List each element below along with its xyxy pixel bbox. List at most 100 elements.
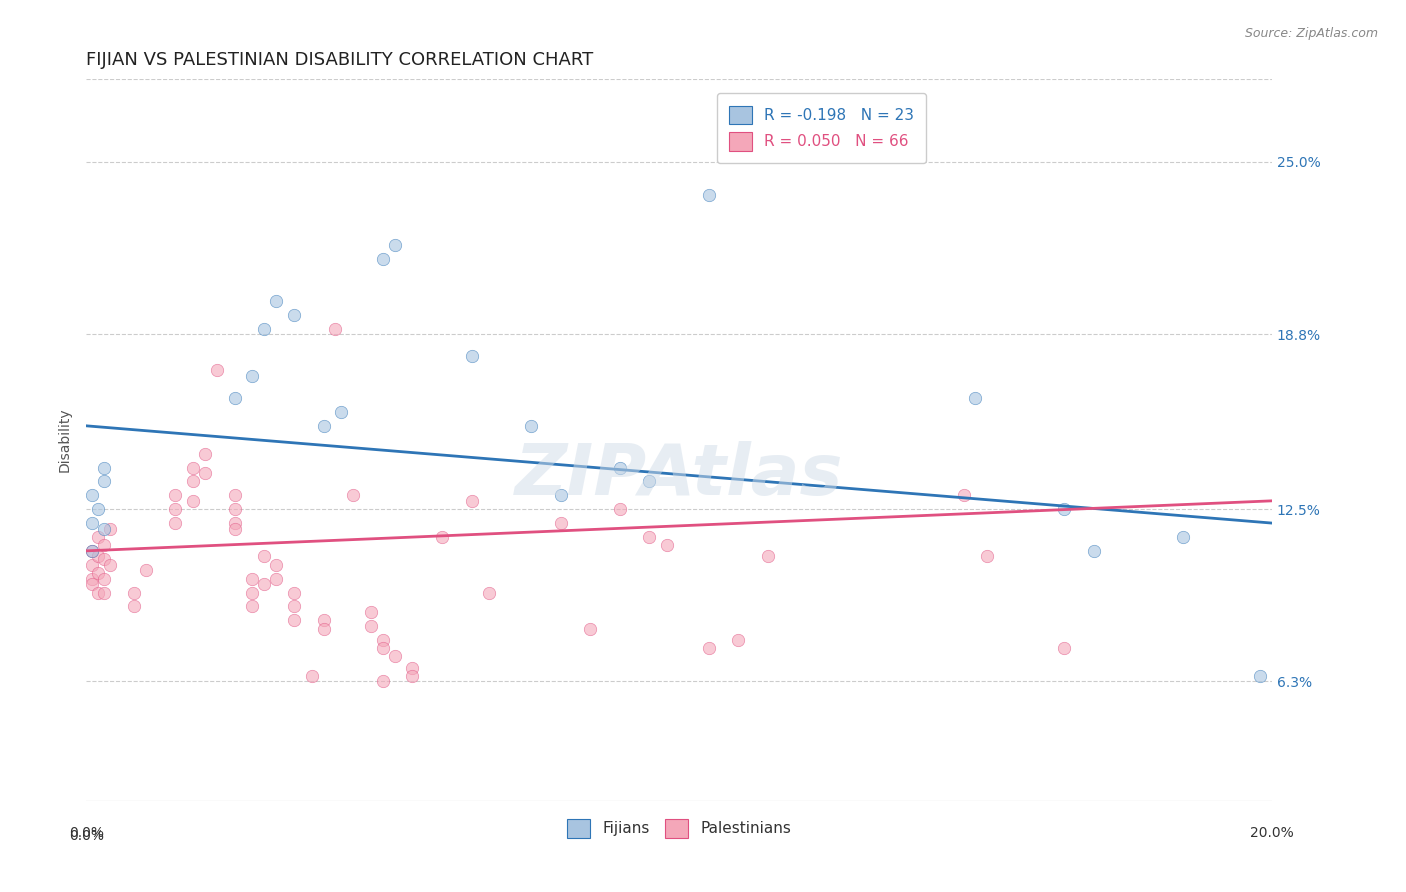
Point <box>165 488 187 502</box>
Point <box>264 293 287 308</box>
Point <box>224 488 246 502</box>
Point <box>430 530 453 544</box>
Point <box>312 613 335 627</box>
Point <box>609 460 631 475</box>
Point <box>98 558 121 572</box>
Point <box>371 641 394 656</box>
Point <box>253 577 276 591</box>
Point <box>1053 641 1076 656</box>
Point <box>384 649 406 664</box>
Point <box>283 599 305 614</box>
Point <box>82 577 104 591</box>
Point <box>181 493 204 508</box>
Point <box>224 522 246 536</box>
Point <box>87 530 110 544</box>
Point <box>253 549 276 564</box>
Point <box>460 493 482 508</box>
Point <box>976 549 998 564</box>
Point <box>224 516 246 530</box>
Point <box>82 516 104 530</box>
Point <box>82 544 104 558</box>
Point <box>371 252 394 267</box>
Point <box>727 632 749 647</box>
Point <box>520 418 543 433</box>
Point <box>460 350 482 364</box>
Point <box>194 447 217 461</box>
Point <box>360 619 382 633</box>
Point <box>952 488 974 502</box>
Point <box>1249 669 1271 683</box>
Point <box>384 238 406 252</box>
Point <box>609 502 631 516</box>
Point <box>87 502 110 516</box>
Point <box>93 572 115 586</box>
Point <box>165 516 187 530</box>
Point <box>283 585 305 599</box>
Point <box>135 563 157 577</box>
Point <box>401 669 423 683</box>
Point <box>756 549 779 564</box>
Point <box>371 674 394 689</box>
Point <box>264 572 287 586</box>
Point <box>93 552 115 566</box>
Point <box>165 502 187 516</box>
Point <box>82 558 104 572</box>
Point <box>253 321 276 335</box>
Point <box>264 558 287 572</box>
Point <box>550 516 572 530</box>
Point <box>205 363 228 377</box>
Point <box>1083 544 1105 558</box>
Point <box>181 460 204 475</box>
Point <box>224 502 246 516</box>
Point <box>82 544 104 558</box>
Point <box>657 538 679 552</box>
Text: Source: ZipAtlas.com: Source: ZipAtlas.com <box>1244 27 1378 40</box>
Text: 0.0%: 0.0% <box>69 826 104 840</box>
Point <box>697 641 720 656</box>
Text: ZIPAtlas: ZIPAtlas <box>515 442 844 510</box>
Point <box>325 321 347 335</box>
Point <box>242 585 264 599</box>
Point <box>283 613 305 627</box>
Point <box>82 572 104 586</box>
Point <box>93 538 115 552</box>
Point <box>312 418 335 433</box>
Point <box>242 368 264 383</box>
Point <box>550 488 572 502</box>
Y-axis label: Disability: Disability <box>58 408 72 472</box>
Point <box>371 632 394 647</box>
Text: FIJIAN VS PALESTINIAN DISABILITY CORRELATION CHART: FIJIAN VS PALESTINIAN DISABILITY CORRELA… <box>86 51 593 69</box>
Point <box>93 522 115 536</box>
Point <box>224 391 246 405</box>
Point <box>82 488 104 502</box>
Text: 20.0%: 20.0% <box>1250 826 1294 840</box>
Point <box>93 475 115 489</box>
Point <box>93 460 115 475</box>
Point <box>93 585 115 599</box>
Point <box>965 391 987 405</box>
Point <box>194 466 217 480</box>
Point <box>87 549 110 564</box>
Point <box>638 475 661 489</box>
Point <box>1171 530 1194 544</box>
Point <box>342 488 364 502</box>
Point <box>638 530 661 544</box>
Text: 0.0%: 0.0% <box>69 829 104 843</box>
Point <box>242 599 264 614</box>
Point <box>98 522 121 536</box>
Point <box>242 572 264 586</box>
Point <box>301 669 323 683</box>
Point <box>579 622 602 636</box>
Point <box>122 585 145 599</box>
Point <box>181 475 204 489</box>
Point <box>87 566 110 580</box>
Point <box>1053 502 1076 516</box>
Point <box>697 188 720 202</box>
Point <box>283 308 305 322</box>
Point <box>122 599 145 614</box>
Legend: Fijians, Palestinians: Fijians, Palestinians <box>561 813 797 844</box>
Point <box>401 660 423 674</box>
Point <box>360 605 382 619</box>
Point <box>330 405 353 419</box>
Point <box>478 585 501 599</box>
